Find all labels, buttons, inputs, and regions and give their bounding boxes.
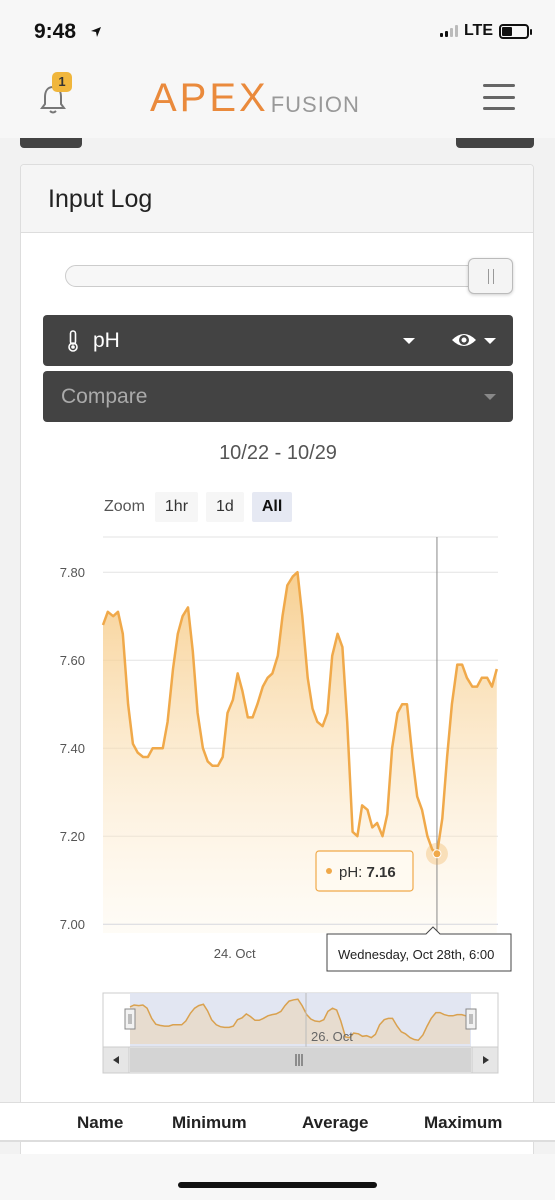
status-bar: 9:48 LTE — [0, 0, 555, 60]
logo-sub: FUSION — [270, 92, 360, 117]
date-flag: Wednesday, Oct 28th, 6:00 — [326, 926, 512, 972]
date-range: 10/22 - 10/29 — [219, 442, 337, 464]
hamburger-menu-icon[interactable] — [483, 84, 515, 110]
scroll-right-icon[interactable] — [483, 1056, 489, 1064]
chevron-down-icon — [403, 338, 415, 344]
y-tick-label: 7.80 — [60, 565, 85, 580]
chevron-down-icon[interactable] — [484, 338, 496, 344]
col-minimum[interactable]: Minimum — [172, 1113, 247, 1132]
navigator-left-handle[interactable] — [124, 1008, 136, 1030]
tooltip-value: 7.16 — [367, 864, 396, 881]
navigator-area — [130, 999, 470, 1044]
logo-main: APEX — [150, 76, 269, 120]
panel-header: Input Log — [21, 165, 533, 233]
navigator[interactable]: 26. Oct — [102, 992, 499, 1048]
app-header: 1 APEX FUSION — [0, 60, 555, 138]
location-arrow-icon — [91, 27, 101, 37]
probe-select[interactable]: pH — [43, 315, 513, 366]
zoom-1d-button[interactable]: 1d — [206, 492, 244, 522]
eye-icon[interactable] — [451, 331, 477, 349]
tab-stub-left[interactable] — [20, 138, 82, 148]
x-tick-label: 24. Oct — [214, 946, 256, 961]
status-time: 9:48 — [34, 20, 77, 43]
date-flag-text: Wednesday, Oct 28th, 6:00 — [338, 947, 494, 962]
col-name[interactable]: Name — [77, 1113, 124, 1132]
stats-table-header: Name Minimum Average Maximum — [0, 1102, 555, 1142]
zoom-controls: Zoom 1hr 1d All — [104, 492, 293, 522]
navigator-label: 26. Oct — [311, 1029, 353, 1044]
navigator-right-handle[interactable] — [465, 1008, 477, 1030]
scroll-left-icon[interactable] — [113, 1056, 119, 1064]
tooltip-label: pH: — [339, 864, 367, 881]
value-tooltip: pH: 7.16 — [315, 850, 414, 892]
svg-text:pH: 7.16: pH: 7.16 — [339, 864, 396, 881]
scrollbar-thumb[interactable] — [130, 1048, 471, 1072]
tab-stub-right[interactable] — [456, 138, 534, 148]
y-tick-label: 7.00 — [60, 917, 85, 932]
notification-badge: 1 — [52, 72, 72, 92]
y-tick-label: 7.40 — [60, 741, 85, 756]
y-tick-label: 7.20 — [60, 829, 85, 844]
compare-placeholder: Compare — [61, 385, 148, 408]
navigator-line — [129, 998, 471, 1042]
network-label: LTE — [463, 22, 493, 39]
thermometer-icon — [68, 330, 78, 352]
zoom-1hr-button[interactable]: 1hr — [154, 492, 199, 522]
panel-title: Input Log — [48, 185, 153, 213]
ph-line — [101, 570, 499, 856]
range-slider-handle[interactable] — [468, 258, 513, 294]
navigator-scrollbar[interactable] — [102, 1046, 499, 1074]
col-maximum[interactable]: Maximum — [424, 1113, 503, 1132]
hover-point — [432, 849, 442, 859]
compare-select[interactable]: Compare — [43, 371, 513, 422]
zoom-label: Zoom — [104, 498, 145, 515]
signal-icon — [439, 25, 458, 37]
col-average[interactable]: Average — [302, 1113, 369, 1132]
y-tick-label: 7.60 — [60, 653, 85, 668]
home-indicator[interactable] — [178, 1182, 377, 1188]
apex-fusion-logo: APEX FUSION — [150, 78, 360, 118]
battery-icon — [499, 23, 532, 39]
ph-area — [103, 572, 497, 933]
ph-chart: 7.00 7.20 7.40 7.60 7.80 24. Oct 26. Oct pH: … — [60, 536, 512, 1074]
chevron-down-icon — [484, 394, 496, 400]
probe-select-value: pH — [93, 329, 120, 352]
zoom-all-button[interactable]: All — [251, 492, 293, 522]
home-area — [0, 1154, 555, 1200]
